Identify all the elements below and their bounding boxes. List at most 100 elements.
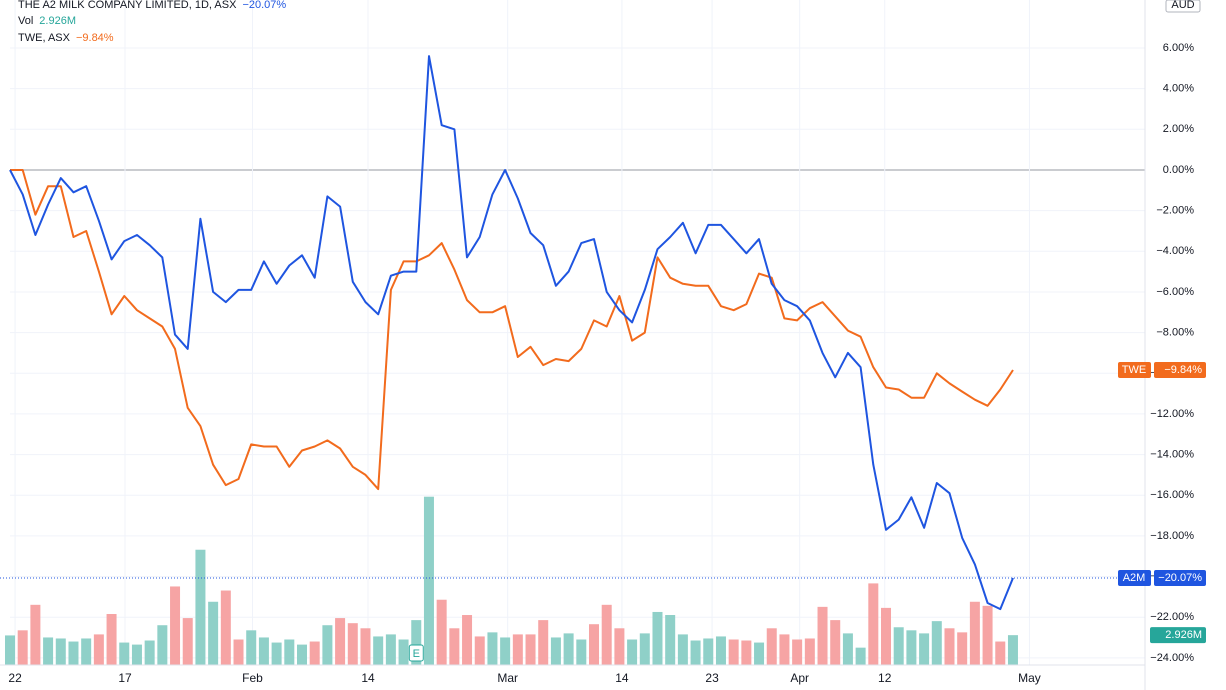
value-badge-label: −20.07% <box>1158 572 1202 584</box>
y-tick-label: −16.00% <box>1150 489 1194 501</box>
volume-bar <box>284 639 295 665</box>
y-tick-label: −22.00% <box>1150 611 1194 623</box>
legend-value: −9.84% <box>76 32 114 44</box>
x-tick-label: 23 <box>705 671 719 685</box>
volume-bar <box>601 604 612 665</box>
volume-bar <box>906 630 917 665</box>
volume-bar <box>868 583 879 665</box>
volume-bar <box>373 636 384 665</box>
volume-bar <box>652 611 663 665</box>
volume-bar <box>5 635 15 665</box>
volume-bar <box>360 628 371 665</box>
x-tick-label: Mar <box>497 671 518 685</box>
volume-bar <box>411 620 422 665</box>
volume-bar <box>297 644 308 665</box>
volume-bar <box>1007 635 1018 665</box>
legend-entry: Vol 2.926M <box>18 15 76 27</box>
volume-bar <box>779 634 790 665</box>
y-tick-label: −14.00% <box>1150 448 1194 460</box>
price-line <box>10 169 1014 491</box>
y-tick-label: −6.00% <box>1156 286 1194 298</box>
badge-label: TWE <box>1122 364 1146 376</box>
volume-bar <box>500 637 511 665</box>
volume-bar <box>690 640 701 665</box>
volume-bar <box>525 634 536 665</box>
volume-bar <box>766 628 777 665</box>
volume-bar <box>538 620 549 665</box>
volume-bar <box>842 633 853 665</box>
legend-name: THE A2 MILK COMPANY LIMITED, 1D, ASX <box>18 0 237 11</box>
y-tick-label: −24.00% <box>1150 652 1194 664</box>
x-tick-label: 17 <box>118 671 132 685</box>
volume-bar <box>106 614 117 665</box>
volume-bar <box>119 642 130 665</box>
volume-bar <box>462 615 473 665</box>
y-tick-label: 4.00% <box>1163 83 1194 95</box>
legend-value: 2.926M <box>39 15 76 27</box>
volume-bar <box>220 590 231 665</box>
volume-bar <box>385 634 396 665</box>
volume-bar <box>309 641 320 665</box>
volume-bar <box>627 639 638 665</box>
y-tick-label: 6.00% <box>1163 42 1194 54</box>
volume-bar <box>881 607 892 665</box>
volume-bar <box>741 640 752 665</box>
x-tick-label: 12 <box>878 671 892 685</box>
value-badge-box <box>1154 569 1206 586</box>
volume-bar <box>30 604 41 665</box>
volume-bar <box>246 630 257 665</box>
volume-bar <box>195 549 206 665</box>
volume-bar <box>398 639 409 665</box>
volume-badge-box <box>1150 627 1206 644</box>
volume-bar <box>817 606 828 665</box>
volume-bar <box>614 628 625 665</box>
x-tick-label: 22 <box>8 671 22 685</box>
volume-bar <box>944 628 955 665</box>
volume-bar <box>639 633 650 665</box>
volume-bar <box>436 599 447 665</box>
value-badge-box <box>1154 362 1206 379</box>
volume-bar <box>893 627 904 665</box>
y-tick-label: −2.00% <box>1156 205 1194 217</box>
volume-bar <box>589 624 600 665</box>
volume-bar <box>792 639 803 665</box>
volume-bar <box>17 630 28 665</box>
volume-bar <box>728 639 739 665</box>
volume-bar <box>995 641 1006 665</box>
legend-entry: THE A2 MILK COMPANY LIMITED, 1D, ASX −20.… <box>18 0 286 11</box>
volume-bar <box>512 634 523 665</box>
volume-bar <box>423 496 434 665</box>
volume-bar <box>563 633 574 665</box>
earnings-label: E <box>413 648 420 660</box>
x-tick-label: May <box>1018 671 1041 685</box>
volume-bar <box>182 618 193 665</box>
volume-bar <box>665 615 676 665</box>
volume-bar <box>258 637 269 665</box>
volume-bar <box>43 637 54 665</box>
volume-bar <box>919 633 930 665</box>
volume-bar <box>68 641 79 665</box>
legend-value: −20.07% <box>242 0 286 11</box>
volume-bar <box>322 625 333 665</box>
volume-bar <box>233 639 244 665</box>
volume-bar <box>347 623 358 665</box>
volume-bar <box>830 620 841 665</box>
volume-bar <box>131 644 142 665</box>
volume-bar <box>170 586 181 665</box>
volume-bar <box>969 601 980 665</box>
volume-bar <box>449 628 460 665</box>
volume-bar <box>957 632 968 665</box>
volume-bar <box>474 636 485 665</box>
volume-bar <box>271 642 282 665</box>
volume-bar <box>804 638 815 665</box>
volume-bar <box>208 601 219 665</box>
y-tick-label: 2.00% <box>1163 123 1194 135</box>
x-tick-label: 14 <box>361 671 375 685</box>
price-line <box>9 55 1014 611</box>
y-tick-label: −8.00% <box>1156 327 1194 339</box>
legend-name: TWE, ASX <box>18 32 71 44</box>
earnings-marker <box>408 644 424 662</box>
badge-label: A2M <box>1123 572 1146 584</box>
badge-box <box>1118 362 1151 379</box>
